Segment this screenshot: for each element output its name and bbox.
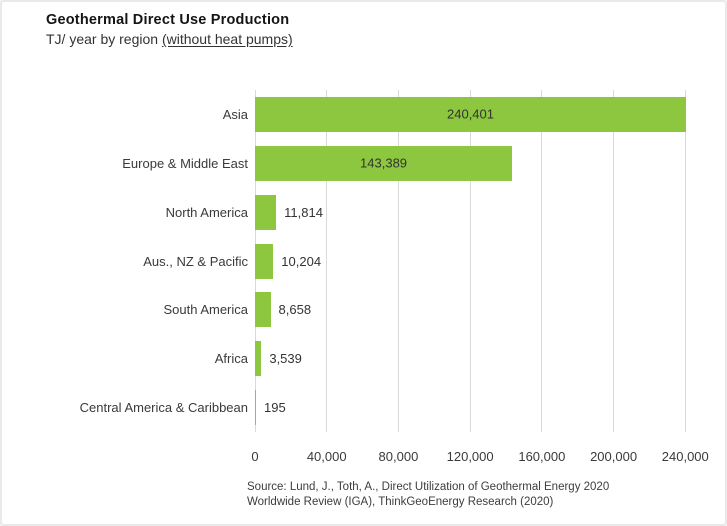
bar-row: 8,658 [255, 285, 686, 334]
x-tick-label: 40,000 [306, 449, 347, 464]
bar-value-label: 8,658 [278, 302, 312, 318]
x-tick-label: 120,000 [446, 449, 494, 464]
gridline [541, 90, 543, 432]
bar-row: 195 [255, 383, 686, 432]
category-label: Europe & Middle East [122, 155, 248, 171]
category-label: Asia [222, 106, 248, 122]
category-row: South America [2, 285, 248, 334]
source-line-2: Worldwide Review (IGA), ThinkGeoEnergy R… [247, 496, 554, 508]
x-tick-label: 80,000 [378, 449, 419, 464]
gridline [469, 90, 471, 432]
bar-row: 3,539 [255, 334, 686, 383]
x-tick-label: 240,000 [661, 449, 709, 464]
category-label: Africa [214, 351, 248, 367]
chart-subtitle-prefix: TJ/ year by region [46, 31, 162, 47]
bar-rows: 240,401 143,389 11,814 10,204 8,658 3,539 195 [255, 90, 686, 432]
bar [255, 390, 256, 426]
gridline [613, 90, 615, 432]
x-tick-label: 0 [251, 449, 259, 464]
chart-title: Geothermal Direct Use Production [46, 12, 290, 28]
bar-row: 10,204 [255, 237, 686, 286]
bar [255, 292, 271, 328]
category-row: North America [2, 188, 248, 237]
bar-value-label: 195 [264, 400, 286, 416]
category-label: South America [163, 302, 248, 318]
chart-subtitle: TJ/ year by region (without heat pumps) [46, 31, 293, 47]
category-label: Aus., NZ & Pacific [143, 253, 248, 269]
bar-value-label: 143,389 [360, 155, 408, 171]
source-note: Source: Lund, J., Toth, A., Direct Utili… [247, 480, 609, 510]
category-label: North America [165, 204, 248, 220]
gridline [326, 90, 328, 432]
bar-value-label: 11,814 [284, 204, 323, 220]
bar [255, 341, 262, 377]
category-label: Central America & Caribbean [79, 400, 248, 416]
category-row: Central America & Caribbean [2, 383, 248, 432]
bar-row: 11,814 [255, 188, 686, 237]
bar-value-label: 10,204 [281, 253, 322, 269]
bar-value-label: 3,539 [269, 351, 302, 367]
bar-row: 240,401 [255, 90, 686, 139]
x-tick-label: 160,000 [518, 449, 566, 464]
bar-value-label: 240,401 [447, 106, 494, 122]
bar [255, 243, 274, 279]
x-axis: 0 40,000 80,000 120,000 160,000 200,000 240,00… [251, 449, 708, 467]
gridline [397, 90, 399, 432]
bar: 240,401 [255, 96, 686, 132]
category-row: Asia [2, 90, 248, 139]
bar [255, 194, 277, 230]
category-row: Aus., NZ & Pacific [2, 237, 248, 286]
category-row: Africa [2, 334, 248, 383]
chart-subtitle-underlined: (without heat pumps) [161, 31, 293, 47]
category-axis: Asia Europe & Middle East North America Aus… [2, 90, 248, 432]
source-line-1: Source: Lund, J., Toth, A., Direct Utili… [247, 481, 610, 493]
bar: 143,389 [255, 145, 513, 181]
gridline [684, 90, 686, 432]
category-row: Europe & Middle East [2, 139, 248, 188]
x-tick-label: 200,000 [590, 449, 638, 464]
plot-area: 240,401 143,389 11,814 10,204 8,658 3,539 195 [254, 90, 686, 432]
bar-row: 143,389 [255, 139, 686, 188]
